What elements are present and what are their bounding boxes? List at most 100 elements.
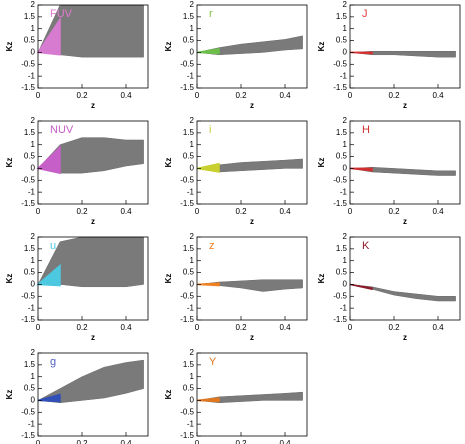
y-tick-label: -1.5 <box>333 83 347 92</box>
y-tick-label: -0.5 <box>333 175 347 184</box>
y-tick-label: -0.5 <box>21 407 35 416</box>
highlight-region <box>349 283 373 291</box>
point-cloud <box>196 391 303 404</box>
x-tick-label: 0.2 <box>76 91 88 100</box>
y-tick-label: 0 <box>31 48 36 57</box>
y-tick-label: 1 <box>190 256 195 265</box>
x-axis-label: z <box>403 333 407 342</box>
highlight-region <box>196 162 220 173</box>
panel-title: FUV <box>50 8 73 20</box>
y-tick-label: -1 <box>187 71 195 80</box>
y-tick-label: 0.5 <box>183 36 195 45</box>
y-tick-label: 2 <box>190 0 195 9</box>
point-cloud <box>196 158 303 173</box>
x-axis-label: z <box>403 101 407 110</box>
x-tick-label: 0.4 <box>279 323 291 332</box>
x-tick-label: 0.4 <box>432 207 444 216</box>
x-tick-label: 0 <box>36 439 41 444</box>
x-tick-label: 0 <box>36 323 41 332</box>
highlight-region <box>36 16 61 56</box>
y-tick-label: 1 <box>31 372 36 381</box>
y-tick-label: -1 <box>340 303 348 312</box>
x-tick-label: 0.2 <box>388 207 400 216</box>
x-tick-label: 0 <box>195 323 200 332</box>
y-tick-label: 2 <box>190 116 195 125</box>
panel-title: r <box>209 8 213 20</box>
y-tick-label: -1 <box>187 187 195 196</box>
y-tick-label: 0 <box>343 164 348 173</box>
y-tick-label: 0 <box>190 164 195 173</box>
panel-title: K <box>362 240 370 252</box>
plot-frame <box>37 352 149 437</box>
y-tick-label: 2 <box>31 232 36 241</box>
plot-frame <box>196 236 308 321</box>
panel-title: u <box>50 240 56 252</box>
highlight-region <box>37 393 61 403</box>
y-tick-label: -0.5 <box>333 291 347 300</box>
y-axis-label: Kz <box>164 158 173 168</box>
highlight-region <box>36 145 61 175</box>
highlight-region <box>196 47 220 55</box>
x-tick-label: 0.2 <box>76 439 88 444</box>
y-tick-label: 0.5 <box>336 152 348 161</box>
plot-frame <box>196 120 308 205</box>
x-tick-label: 0.2 <box>235 439 247 444</box>
y-tick-label: 0 <box>343 48 348 57</box>
x-tick-label: 0 <box>348 91 353 100</box>
y-tick-label: 0.5 <box>24 384 36 393</box>
y-tick-label: 0 <box>190 280 195 289</box>
y-tick-label: 2 <box>190 232 195 241</box>
y-tick-label: 1 <box>190 24 195 33</box>
x-tick-label: 0 <box>195 207 200 216</box>
x-tick-label: 0 <box>36 207 41 216</box>
highlight-region <box>196 282 220 287</box>
y-tick-label: -1.5 <box>180 431 194 440</box>
panel-title: H <box>362 124 370 136</box>
plot-frame <box>37 4 149 89</box>
x-tick-label: 0.2 <box>235 91 247 100</box>
x-tick-label: 0.2 <box>76 207 88 216</box>
point-cloud <box>37 137 144 174</box>
y-tick-label: 2 <box>343 232 348 241</box>
x-tick-label: 0.2 <box>235 207 247 216</box>
y-tick-label: 1.5 <box>336 128 348 137</box>
y-tick-label: -1.5 <box>333 315 347 324</box>
x-axis-label: z <box>250 333 254 342</box>
x-tick-label: 0.4 <box>279 207 291 216</box>
y-tick-label: 1 <box>190 372 195 381</box>
y-tick-label: 0.5 <box>183 268 195 277</box>
x-axis-label: z <box>250 101 254 110</box>
y-tick-label: 1 <box>31 24 36 33</box>
x-tick-label: 0.4 <box>279 439 291 444</box>
y-axis-label: Kz <box>317 42 326 52</box>
y-axis-label: Kz <box>164 390 173 400</box>
y-tick-label: -0.5 <box>21 291 35 300</box>
y-tick-label: -1 <box>187 303 195 312</box>
y-tick-label: -0.5 <box>180 175 194 184</box>
y-tick-label: 0 <box>31 280 36 289</box>
y-tick-label: 0 <box>343 280 348 289</box>
y-tick-label: -1.5 <box>21 83 35 92</box>
panel-title: i <box>209 124 211 136</box>
y-tick-label: 1.5 <box>24 128 36 137</box>
point-cloud <box>37 236 144 288</box>
y-axis-label: Kz <box>317 274 326 284</box>
y-axis-label: Kz <box>5 390 14 400</box>
y-tick-label: -1 <box>340 187 348 196</box>
x-axis-label: z <box>250 217 254 226</box>
panel-title: Y <box>209 356 217 368</box>
y-tick-label: 0.5 <box>183 384 195 393</box>
plot-frame <box>196 4 308 89</box>
highlight-region <box>36 263 61 287</box>
y-axis-label: Kz <box>164 274 173 284</box>
y-tick-label: 1.5 <box>183 360 195 369</box>
y-tick-label: 1 <box>31 140 36 149</box>
y-tick-label: 0.5 <box>336 36 348 45</box>
point-cloud <box>196 279 303 292</box>
point-cloud <box>349 166 456 176</box>
y-tick-label: 0.5 <box>24 152 36 161</box>
highlight-region <box>196 397 220 403</box>
y-tick-label: -0.5 <box>180 407 194 416</box>
y-tick-label: -0.5 <box>21 175 35 184</box>
